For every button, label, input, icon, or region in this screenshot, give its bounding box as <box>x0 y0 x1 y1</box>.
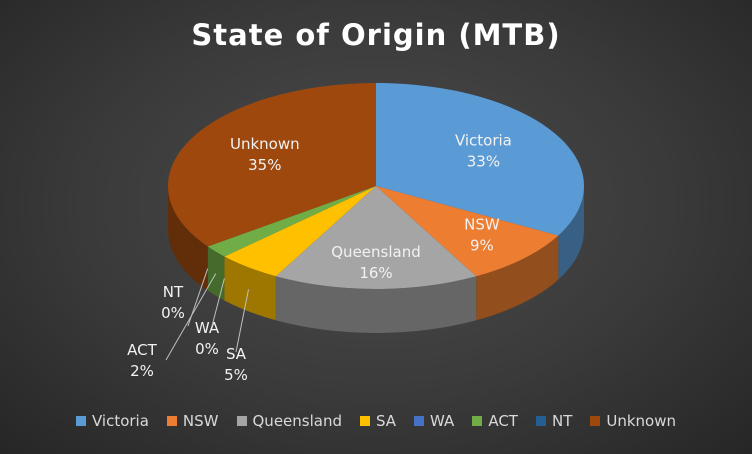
legend-swatch <box>590 416 601 426</box>
pie-slice-unknown <box>168 83 376 247</box>
slice-label-nsw: NSW 9% <box>464 215 500 254</box>
pie-side-walls <box>168 186 584 333</box>
legend-label: Queensland <box>252 412 342 430</box>
legend-item-nt: NT <box>535 412 573 430</box>
slice-label-victoria: Victoria 33% <box>455 132 512 171</box>
legend-label: NSW <box>182 412 219 430</box>
pie-slice-sa <box>224 186 376 277</box>
legend-item-unknown: Unknown <box>590 412 676 430</box>
legend-swatch <box>414 416 425 426</box>
slice-label-sa: SA 5% <box>224 345 248 384</box>
leader-lines <box>165 268 250 361</box>
legend-item-queensland: Queensland <box>236 412 342 430</box>
legend: Victoria NSW Queensland SA WA ACT NT Unknown <box>0 412 752 430</box>
pie-side-act <box>207 246 225 301</box>
leader-sa <box>235 289 250 353</box>
pie-side-nsw <box>476 235 559 321</box>
legend-label: NT <box>551 412 573 430</box>
pie-slice-victoria <box>376 83 585 236</box>
legend-item-act: ACT <box>472 412 518 430</box>
slice-label-queensland: Queensland 16% <box>331 243 420 282</box>
legend-label: ACT <box>488 412 518 430</box>
slice-label-wa: WA 0% <box>195 319 220 358</box>
leader-nt <box>187 268 209 327</box>
slice-label-unknown: Unknown 35% <box>230 135 300 174</box>
legend-label: SA <box>375 412 397 430</box>
legend-label: Victoria <box>91 412 149 430</box>
legend-swatch <box>535 416 546 426</box>
pie-slice-nsw <box>376 186 559 277</box>
pie-side-unknown <box>168 186 208 291</box>
legend-swatch <box>75 416 86 426</box>
pie-slice-act <box>207 186 376 257</box>
legend-label: Unknown <box>606 412 676 430</box>
slice-label-nt: NT 0% <box>161 283 185 322</box>
legend-item-wa: WA <box>414 412 454 430</box>
pie-slice-queensland <box>275 186 477 289</box>
legend-label: WA <box>430 412 455 430</box>
chart-title: State of Origin (MTB) <box>191 18 561 52</box>
pie-top-faces <box>168 83 585 289</box>
legend-swatch <box>166 416 177 426</box>
pie-side-sa <box>224 256 276 321</box>
legend-item-victoria: Victoria <box>75 412 149 430</box>
legend-swatch <box>236 416 247 426</box>
legend-item-nsw: NSW <box>166 412 219 430</box>
slice-label-act: ACT 2% <box>127 341 157 380</box>
pie-side-victoria <box>558 186 584 280</box>
legend-item-sa: SA <box>359 412 397 430</box>
legend-swatch <box>472 416 483 426</box>
slice-labels: Victoria 33% NSW 9% Queensland 16% SA 5%WA 0% ACT… <box>127 132 512 384</box>
pie-side-queensland <box>275 276 477 333</box>
leader-wa <box>211 278 225 327</box>
legend-swatch <box>359 416 370 426</box>
